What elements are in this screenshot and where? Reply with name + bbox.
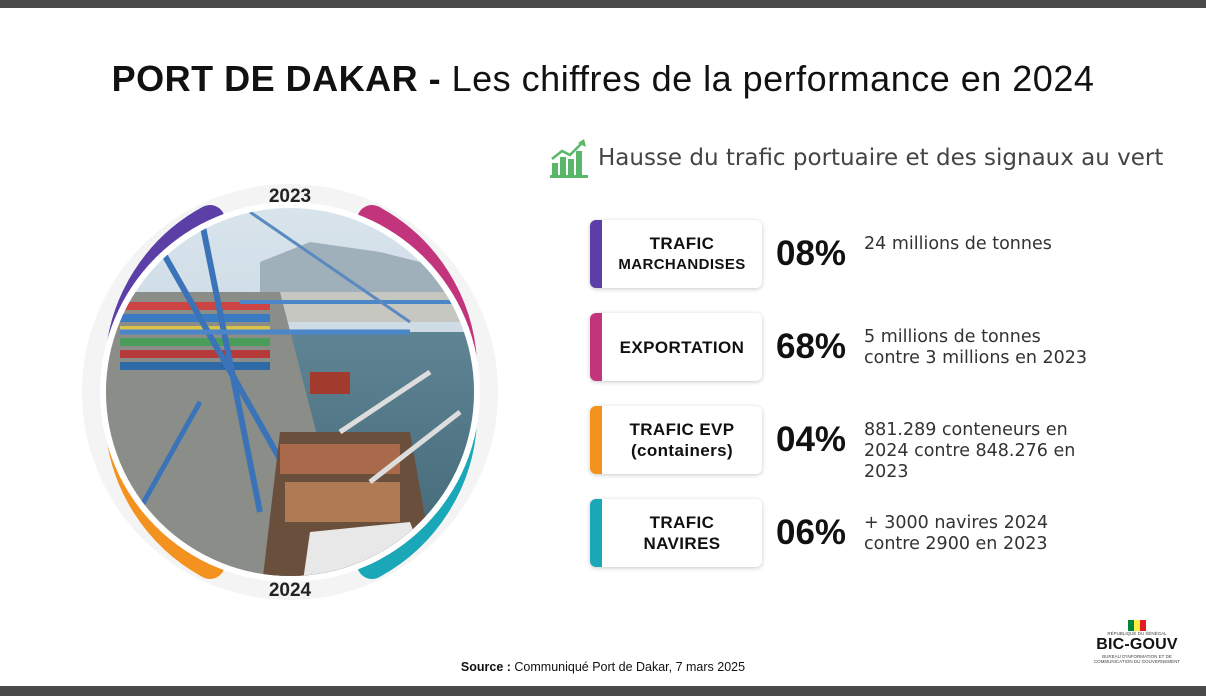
desc-line1: + 3000 navires 2024 [864,513,1049,533]
card-accent-magenta [590,313,602,381]
desc-line1: 881.289 conteneurs en [864,420,1068,440]
card-accent-orange [590,406,602,474]
port-hero-graphic: 2023 2024 [80,182,500,602]
desc-line2: contre 3 millions en 2023 [864,348,1088,368]
source-label: Source : [460,660,511,674]
stat-card: TRAFIC MARCHANDISES [590,220,762,288]
stat-percent: 04% [776,420,847,459]
stat-label: EXPORTATION [608,337,745,358]
source-note: Source : Communiqué Port de Dakar, 7 mar… [0,660,1206,674]
top-border [0,0,1206,8]
stat-label-line1: TRAFIC EVP [629,420,735,439]
port-photo-circle [82,184,498,600]
growth-chart-icon [550,139,588,178]
desc-line1: 24 millions de tonnes [864,234,1052,254]
year-2023-label: 2023 [268,186,312,207]
desc-line1: 5 millions de tonnes [864,327,1041,347]
stat-row-evp: TRAFIC EVP (containers) 04% 881.289 cont… [590,406,1150,482]
year-2024-label: 2024 [268,580,312,601]
stat-row-exportation: EXPORTATION 68% 5 millions de tonnes con… [590,313,1150,383]
desc-line2: 2024 contre 848.276 en [864,441,1076,461]
stat-row-navires: TRAFIC NAVIRES 06% + 3000 navires 2024 c… [590,499,1150,569]
stat-card: TRAFIC NAVIRES [590,499,762,567]
stat-label-line1: TRAFIC [649,513,715,532]
card-accent-purple [590,220,602,288]
source-text: Communiqué Port de Dakar, 7 mars 2025 [514,660,746,674]
logo-name: BIC-GOUV [1096,636,1178,653]
stat-label: TRAFIC MARCHANDISES [606,233,745,275]
desc-line2: contre 2900 en 2023 [864,534,1048,554]
logo-tagline: BUREAU D'INFORMATION ET DE COMMUNICATION… [1093,654,1181,664]
stat-description: + 3000 navires 2024 contre 2900 en 2023 [864,513,1114,555]
stat-label: TRAFIC NAVIRES [631,512,720,554]
stat-row-marchandises: TRAFIC MARCHANDISES 08% 24 millions de t… [590,220,1150,290]
senegal-flag-icon [1128,620,1146,631]
stat-description: 5 millions de tonnes contre 3 millions e… [864,327,1114,369]
stat-label-line2: NAVIRES [643,534,721,553]
bottom-border [0,686,1206,696]
page-title: PORT DE DAKAR - Les chiffres de la perfo… [0,58,1206,100]
logo-country: RÉPUBLIQUE DU SÉNÉGAL [1107,631,1167,636]
stat-label-line1: EXPORTATION [619,337,745,357]
stat-description: 881.289 conteneurs en 2024 contre 848.27… [864,420,1114,483]
bic-gouv-logo: RÉPUBLIQUE DU SÉNÉGAL BIC-GOUV BUREAU D'… [1090,620,1184,680]
stat-card: TRAFIC EVP (containers) [590,406,762,474]
desc-line3: 2023 [864,462,909,482]
title-bold: PORT DE DAKAR - [111,58,442,99]
stat-label: TRAFIC EVP (containers) [617,419,734,461]
stat-label-line2: MARCHANDISES [618,256,746,273]
title-light: Les chiffres de la performance en 2024 [451,58,1095,99]
stat-percent: 68% [776,327,847,366]
stat-percent: 08% [776,234,847,273]
stat-card: EXPORTATION [590,313,762,381]
stat-label-line2: (containers) [630,441,734,460]
stat-description: 24 millions de tonnes [864,234,1114,255]
stat-label-line1: TRAFIC [649,234,715,253]
stat-percent: 06% [776,513,847,552]
subtitle-text: Hausse du trafic portuaire et des signau… [598,145,1164,171]
subtitle-row: Hausse du trafic portuaire et des signau… [548,136,1163,180]
card-accent-teal [590,499,602,567]
